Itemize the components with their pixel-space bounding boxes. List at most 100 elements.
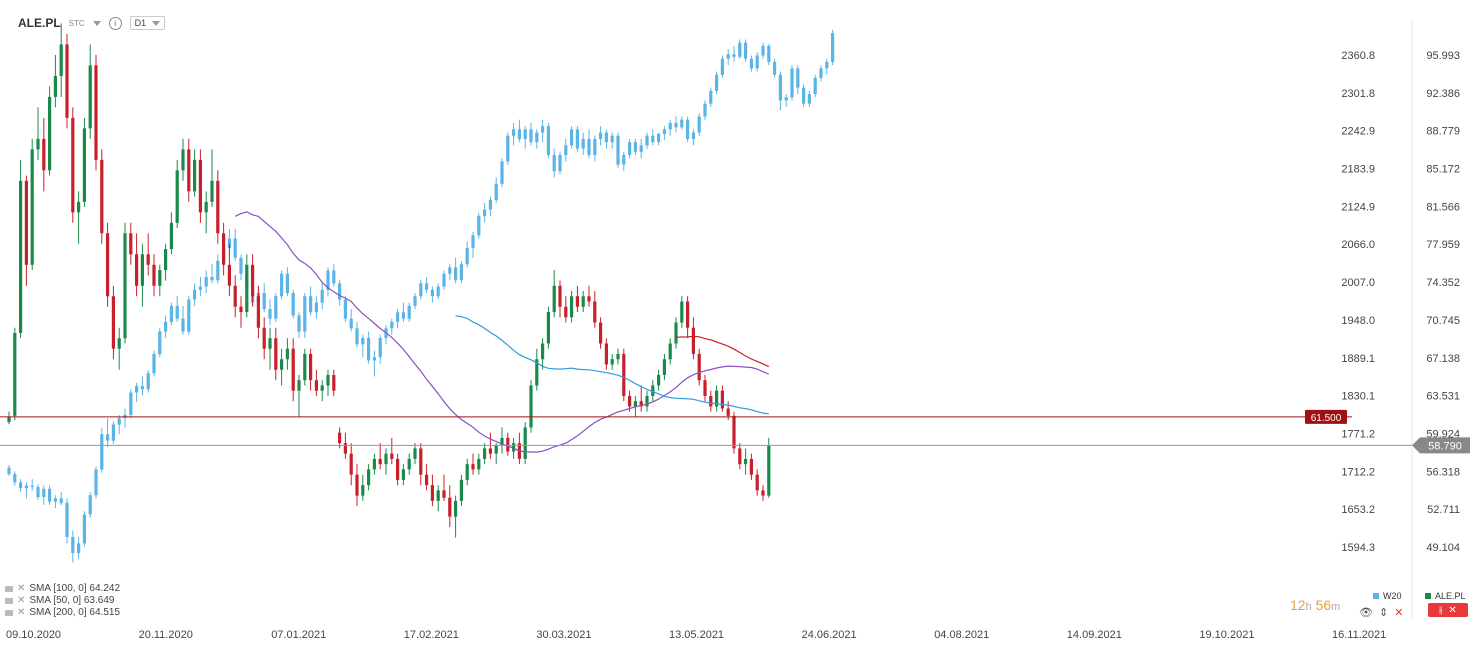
price-lines: 61.500 58.790	[0, 409, 1470, 454]
main-candle	[430, 485, 434, 501]
compare-candle	[135, 386, 139, 393]
main-candle	[314, 380, 318, 391]
time-axis-tick: 19.10.2021	[1199, 629, 1254, 641]
close-icon[interactable]: ✕	[1394, 607, 1404, 619]
legend-item[interactable]: ✕ SMA [50, 0] 63.649	[5, 595, 120, 607]
candle-timer: 12h 56m	[1290, 597, 1340, 613]
main-candle	[100, 159, 104, 234]
main-candle	[570, 296, 574, 318]
main-candle	[477, 458, 481, 470]
compare-candle	[129, 392, 133, 415]
compare-candle	[82, 514, 86, 544]
main-candle	[581, 296, 585, 307]
chevron-down-icon[interactable]	[92, 20, 101, 26]
main-candle	[326, 374, 330, 386]
legend-label: SMA [100, 0] 64.242	[29, 583, 121, 594]
compare-candle	[291, 293, 295, 316]
main-candle	[709, 395, 713, 407]
main-candle	[494, 445, 498, 454]
compare-candle	[13, 474, 17, 483]
main-candle	[106, 233, 110, 297]
main-candle	[715, 390, 719, 407]
compare-candle	[430, 289, 434, 297]
compare-candle	[169, 305, 173, 322]
compare-candle	[401, 312, 405, 319]
compare-candle	[146, 373, 150, 390]
left-axis-tick: 2301.8	[1341, 88, 1375, 100]
main-candle	[19, 180, 23, 333]
legend-item[interactable]: ✕ SMA [100, 0] 64.242	[5, 583, 120, 595]
left-axis-tick: 1771.2	[1341, 428, 1375, 440]
sort-icon[interactable]: ⇕	[1378, 607, 1389, 619]
right-axis-tick: 59.924	[1426, 428, 1460, 440]
compare-candle	[529, 129, 533, 143]
main-candle	[668, 343, 672, 360]
left-axis: 2360.8 2301.8 2242.9 2183.9 2124.9 2066.0 2007…	[1341, 50, 1375, 554]
main-candle	[564, 306, 568, 318]
left-axis-tick: 2124.9	[1341, 201, 1375, 213]
main-candle	[94, 65, 98, 160]
compare-candle	[419, 283, 423, 297]
eye-icon[interactable]: 👁	[1359, 607, 1373, 619]
time-axis-tick: 17.02.2021	[404, 629, 459, 641]
compare-candle	[19, 482, 23, 489]
compare-candle	[233, 238, 237, 258]
compare-candle	[117, 418, 121, 425]
compare-candle	[361, 337, 365, 345]
main-tag[interactable]: ALE.PL	[1425, 591, 1466, 601]
timer-minutes-unit: m	[1331, 601, 1341, 613]
timeframe-label: D1	[134, 18, 147, 28]
close-icon[interactable]: ✕	[17, 595, 26, 606]
sma200-line	[455, 315, 769, 415]
main-candle	[465, 464, 469, 480]
compare-candle	[140, 386, 144, 390]
timeframe-select[interactable]: D1	[129, 16, 166, 30]
compare-candle	[204, 276, 208, 287]
close-icon[interactable]: ✕	[1448, 604, 1457, 616]
last-price-label-bg	[1412, 437, 1470, 454]
candles-icon[interactable]: ⫲	[1439, 604, 1443, 616]
compare-candle	[755, 55, 759, 69]
settings-icon[interactable]	[5, 598, 13, 604]
compare-candle	[367, 337, 371, 361]
last-price-label: 58.790	[1428, 440, 1462, 452]
compare-candle	[726, 54, 730, 59]
compare-candle	[268, 309, 272, 319]
main-candle	[338, 432, 342, 444]
compare-candle	[616, 135, 620, 165]
left-axis-tick: 1889.1	[1341, 353, 1375, 365]
main-candle	[755, 474, 759, 491]
main-candle	[396, 458, 400, 480]
main-candle	[343, 443, 347, 454]
settings-icon[interactable]	[5, 586, 13, 592]
compare-candle	[773, 61, 777, 75]
legend-item[interactable]: ✕ SMA [200, 0] 64.515	[5, 607, 120, 619]
main-candle	[657, 374, 661, 386]
main-candle	[88, 65, 92, 129]
compare-candle	[227, 238, 231, 249]
main-candle	[140, 254, 144, 286]
close-icon[interactable]: ✕	[17, 607, 26, 618]
compare-candle	[819, 68, 823, 78]
settings-icon[interactable]	[5, 610, 13, 616]
info-icon[interactable]: i	[108, 16, 122, 30]
main-candle	[158, 270, 162, 286]
compare-candle	[309, 296, 313, 313]
compare-candle	[297, 315, 301, 332]
compare-candle	[407, 305, 411, 319]
main-candle	[558, 285, 562, 307]
main-candle	[459, 479, 463, 501]
main-candle	[285, 348, 289, 360]
compare-candle	[53, 498, 57, 502]
main-candle	[744, 458, 748, 465]
main-candle	[77, 201, 81, 213]
compare-tag[interactable]: W20	[1373, 591, 1402, 601]
close-icon[interactable]: ✕	[17, 583, 26, 594]
compare-candle	[494, 183, 498, 200]
main-candle	[245, 264, 249, 313]
compare-candle	[645, 135, 649, 146]
compare-candle	[372, 357, 376, 361]
compare-candle	[378, 337, 382, 358]
main-candle	[697, 353, 701, 381]
